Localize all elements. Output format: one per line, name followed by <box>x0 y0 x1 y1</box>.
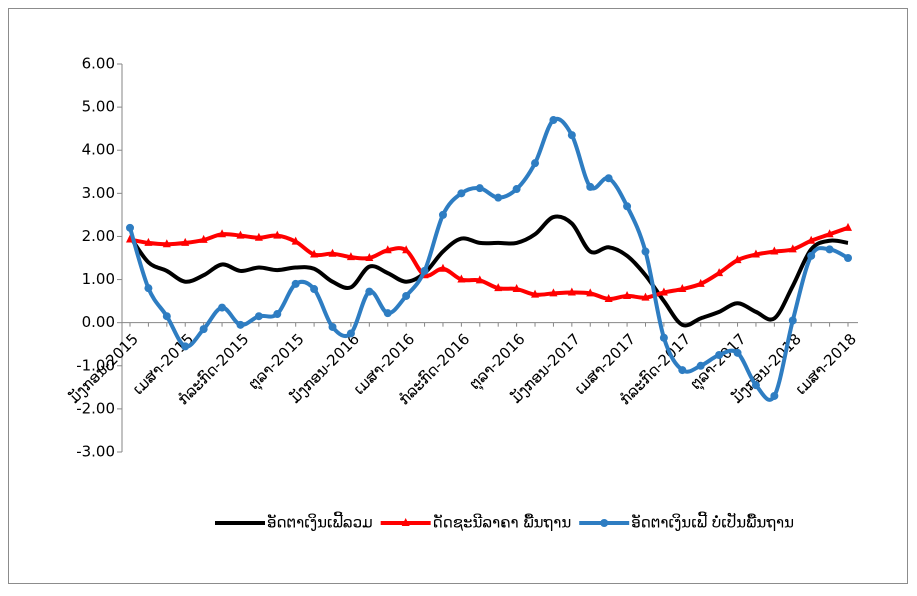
marker <box>531 159 540 168</box>
marker <box>162 239 171 248</box>
marker <box>531 289 540 298</box>
marker <box>733 348 742 357</box>
marker <box>678 284 687 293</box>
marker <box>641 247 650 256</box>
y-tick-label: -2.00 <box>76 399 115 417</box>
marker <box>715 351 724 359</box>
marker <box>181 342 190 351</box>
y-tick-label: 4.00 <box>82 141 115 159</box>
marker <box>600 519 609 527</box>
marker <box>623 290 632 299</box>
marker <box>825 229 834 238</box>
marker <box>770 246 779 255</box>
marker <box>383 245 392 254</box>
marker <box>144 284 153 293</box>
marker <box>696 361 705 370</box>
marker <box>586 182 595 191</box>
marker <box>365 287 374 296</box>
series-line <box>129 225 849 301</box>
y-tick-label: 1.00 <box>82 270 115 288</box>
marker <box>751 249 760 258</box>
legend-label: ດັດຊະນີລາຄາ ພື້ນຖານ <box>433 512 572 531</box>
marker <box>438 210 447 219</box>
marker <box>126 223 134 232</box>
marker <box>218 229 227 238</box>
marker <box>678 366 687 375</box>
marker <box>254 312 263 321</box>
y-tick-label: 2.00 <box>82 227 115 245</box>
marker <box>346 252 355 261</box>
marker <box>567 287 576 296</box>
marker <box>549 288 558 297</box>
marker <box>494 283 503 292</box>
series-line <box>128 116 849 402</box>
marker <box>162 312 171 321</box>
y-tick-label: 5.00 <box>82 98 115 116</box>
marker <box>825 245 834 254</box>
y-tick-label: 6.00 <box>82 55 115 73</box>
marker <box>696 278 705 287</box>
marker <box>328 248 337 257</box>
marker <box>623 202 632 211</box>
marker <box>383 309 392 318</box>
marker <box>401 518 410 526</box>
marker <box>512 185 521 194</box>
marker <box>291 279 300 288</box>
marker <box>181 237 190 246</box>
legend-label: ອັດຕາເງິນເຟີ້ລວມ <box>267 510 373 531</box>
marker <box>199 234 208 243</box>
marker <box>346 329 355 338</box>
marker <box>659 287 668 296</box>
y-tick-label: 0.00 <box>82 313 115 331</box>
marker <box>659 333 668 342</box>
series-line <box>128 214 849 328</box>
marker <box>604 174 613 183</box>
marker <box>328 322 337 331</box>
marker <box>457 274 466 283</box>
marker <box>788 316 797 325</box>
marker <box>273 310 282 319</box>
marker <box>844 222 852 231</box>
marker <box>475 275 484 284</box>
marker <box>310 285 319 294</box>
marker <box>199 325 208 334</box>
marker <box>715 268 724 277</box>
chart-frame <box>8 8 908 584</box>
marker <box>144 237 153 246</box>
marker <box>494 193 503 202</box>
marker <box>807 235 816 244</box>
marker <box>586 288 595 297</box>
y-tick-label: -1.00 <box>76 356 115 374</box>
marker <box>236 230 245 239</box>
marker <box>402 245 411 254</box>
marker <box>567 131 576 140</box>
marker <box>807 251 816 260</box>
marker <box>751 381 760 390</box>
marker <box>457 189 466 198</box>
marker <box>402 291 411 300</box>
legend-label: ອັດຕາເງິນເຟີ້ ບໍ່ເປັນພື້ນຖານ <box>631 510 794 531</box>
marker <box>420 266 429 275</box>
marker <box>310 249 319 258</box>
marker <box>475 184 484 193</box>
marker <box>604 293 613 302</box>
y-tick-label: -3.00 <box>76 443 115 461</box>
marker <box>788 244 797 253</box>
marker <box>512 284 521 293</box>
marker <box>218 303 227 312</box>
marker <box>291 236 300 245</box>
marker <box>770 391 779 400</box>
marker <box>273 230 282 239</box>
marker <box>365 253 374 261</box>
marker <box>641 292 650 301</box>
marker <box>254 232 263 241</box>
y-tick-label: 3.00 <box>82 184 115 202</box>
marker <box>236 320 245 329</box>
marker <box>733 255 742 264</box>
marker <box>549 116 558 125</box>
marker <box>844 254 852 262</box>
marker <box>438 263 447 272</box>
